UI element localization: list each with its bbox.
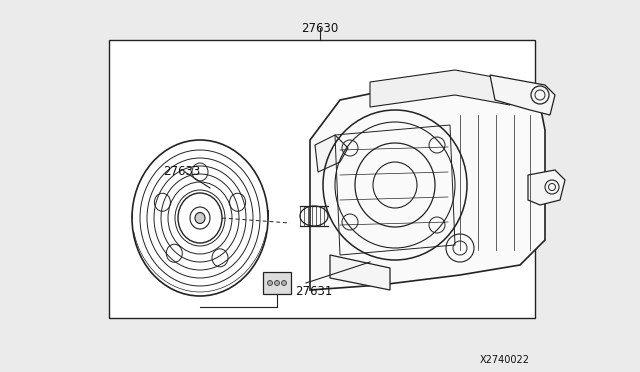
Polygon shape: [310, 75, 545, 290]
Polygon shape: [330, 255, 390, 290]
Text: 27630: 27630: [301, 22, 339, 35]
Ellipse shape: [282, 280, 287, 285]
Text: 27633: 27633: [163, 165, 200, 178]
Bar: [109, 40, 535, 318]
Polygon shape: [315, 135, 348, 172]
Ellipse shape: [275, 280, 280, 285]
Polygon shape: [528, 170, 565, 205]
Ellipse shape: [268, 280, 273, 285]
Text: X2740022: X2740022: [480, 355, 530, 365]
Polygon shape: [263, 272, 291, 294]
Ellipse shape: [195, 212, 205, 224]
Text: 27631: 27631: [295, 285, 332, 298]
Polygon shape: [370, 70, 510, 107]
Polygon shape: [490, 75, 555, 115]
